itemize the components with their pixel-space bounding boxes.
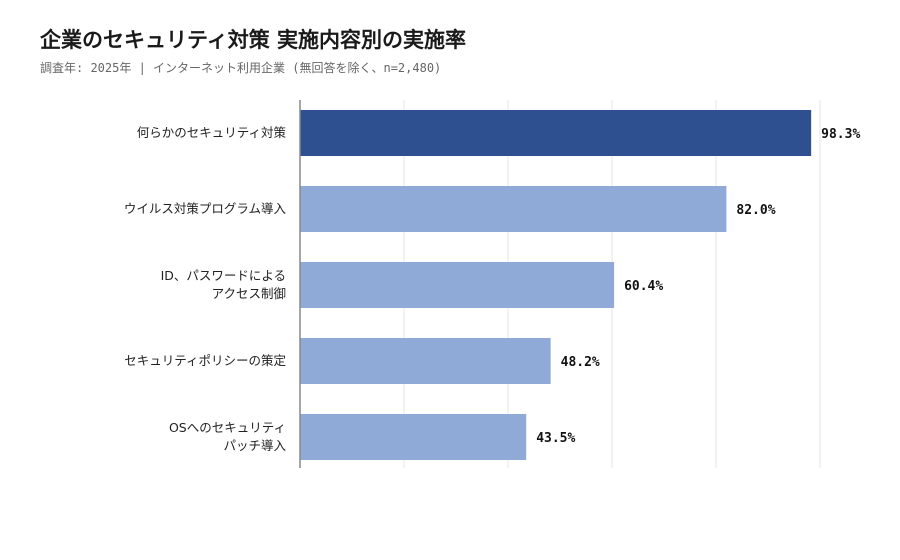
- bar: [300, 414, 527, 460]
- bar: [300, 186, 727, 232]
- value-label: 60.4%: [624, 279, 663, 294]
- category-label: ID、パスワードによる: [161, 268, 286, 283]
- chart-title: 企業のセキュリティ対策 実施内容別の実施率: [40, 28, 467, 52]
- value-label: 48.2%: [561, 355, 600, 370]
- value-label: 43.5%: [536, 431, 575, 446]
- category-label: OSへのセキュリティ: [169, 420, 286, 435]
- category-label: アクセス制御: [212, 286, 286, 301]
- category-label: パッチ導入: [223, 438, 286, 453]
- category-label: セキュリティポリシーの策定: [124, 353, 286, 368]
- category-label: 何らかのセキュリティ対策: [137, 125, 287, 140]
- value-label: 82.0%: [736, 203, 775, 218]
- bar: [300, 262, 615, 308]
- category-label: ウイルス対策プログラム導入: [124, 201, 287, 216]
- chart-subtitle: 調査年: 2025年 | インターネット利用企業 (無回答を除く、n=2,480…: [40, 61, 442, 75]
- bar: [300, 338, 551, 384]
- value-label: 98.3%: [821, 127, 860, 142]
- bar: [300, 110, 812, 156]
